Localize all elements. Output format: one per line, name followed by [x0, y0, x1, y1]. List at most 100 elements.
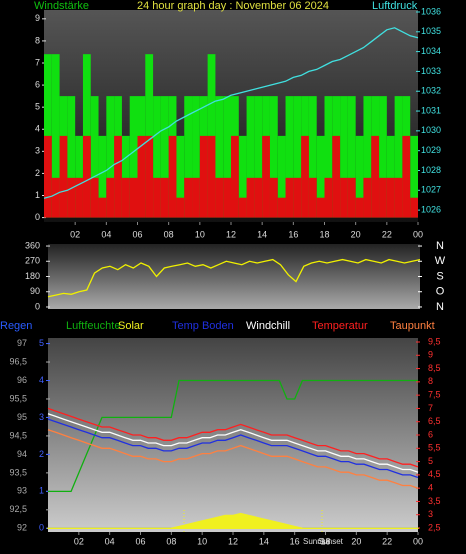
wind-bar — [254, 96, 263, 218]
legend-entry: Luftfeuchte — [66, 320, 120, 332]
x-tick-label: 18 — [320, 536, 330, 546]
wind-bar — [75, 135, 83, 218]
wind-bar — [184, 177, 193, 218]
wind-bar — [67, 177, 76, 218]
y2-tick-label: 7,5 — [428, 390, 441, 400]
y2-tick-label: 1036 — [421, 6, 441, 16]
wind-bar — [324, 177, 333, 218]
x-tick-label: 14 — [259, 536, 269, 546]
y3-tick-label: 4 — [39, 375, 44, 385]
wind-bar — [285, 96, 294, 218]
x-tick-label: 14 — [257, 229, 267, 239]
y-tick-label: 95,5 — [9, 393, 27, 403]
y-tick-label: 7 — [35, 57, 40, 67]
y2-tick-label: 1033 — [421, 66, 441, 76]
y2-tick-label: 8 — [428, 376, 433, 386]
y2-tick-label: 1034 — [421, 46, 441, 56]
wind-bar — [316, 197, 325, 218]
wind-bar — [386, 177, 395, 218]
y-tick-label: 0 — [35, 301, 40, 311]
wind-bar — [371, 135, 380, 218]
y-tick-label: 5 — [35, 102, 40, 112]
wind-bar — [75, 177, 83, 218]
y2-tick-label: N — [436, 301, 444, 313]
x-tick-label: 10 — [195, 229, 205, 239]
x-tick-label: 02 — [70, 229, 80, 239]
wind-bar — [332, 135, 341, 218]
x-tick-label: 08 — [166, 536, 176, 546]
wind-bar — [269, 177, 278, 218]
y2-tick-label: 4,5 — [428, 469, 441, 479]
wind-bar — [82, 135, 91, 218]
y-tick-label: 8 — [35, 35, 40, 45]
y-tick-label: 94,5 — [9, 430, 27, 440]
x-tick-label: 16 — [290, 536, 300, 546]
wind-bar — [223, 177, 231, 218]
y3-tick-label: 1 — [39, 486, 44, 496]
y2-tick-label: 7 — [428, 403, 433, 413]
wind-bar — [98, 135, 107, 218]
x-tick-label: 04 — [101, 229, 111, 239]
series-line — [47, 429, 419, 489]
wind-bar — [254, 177, 263, 218]
y2-tick-label: 1027 — [421, 185, 441, 195]
wind-bar — [106, 96, 115, 218]
y-tick-label: 0 — [35, 212, 40, 222]
y2-tick-label: 5 — [428, 456, 433, 466]
legend-entry: Solar — [118, 320, 144, 332]
x-tick-label: 12 — [226, 229, 236, 239]
wind-bar — [129, 96, 138, 218]
wind-bar — [410, 135, 418, 218]
x-tick-label: 12 — [228, 536, 238, 546]
wind-bar — [207, 135, 216, 218]
y-tick-label: 95 — [17, 412, 27, 422]
wind-bar — [44, 135, 52, 218]
wind-bar — [355, 135, 364, 218]
y2-tick-label: 3 — [428, 509, 433, 519]
y2-tick-label: N — [436, 240, 444, 252]
wind-bar — [51, 54, 60, 218]
wind-bar — [176, 197, 185, 218]
y2-tick-label: 1031 — [421, 105, 441, 115]
x-tick-label: 20 — [351, 229, 361, 239]
y2-tick-label: 1032 — [421, 86, 441, 96]
wind-bar — [137, 135, 146, 218]
y2-tick-label: 1030 — [421, 125, 441, 135]
y-tick-label: 9 — [35, 13, 40, 23]
y3-tick-label: 5 — [39, 338, 44, 348]
wind-bar — [340, 177, 348, 218]
x-tick-label: 20 — [351, 536, 361, 546]
wind-bar — [231, 135, 239, 218]
legend-entry: Temperatur — [312, 320, 368, 332]
wind-bar — [347, 96, 356, 218]
wind-bar — [301, 135, 309, 218]
wind-bar — [145, 135, 154, 218]
x-tick-label: 10 — [197, 536, 207, 546]
wind-bar — [277, 135, 286, 218]
wind-bar — [269, 96, 278, 218]
y2-tick-label: 1028 — [421, 165, 441, 175]
y3-tick-label: 0 — [39, 523, 44, 533]
wind-bar — [192, 96, 200, 218]
y2-tick-label: 4 — [428, 483, 433, 493]
wind-bar — [192, 177, 200, 218]
y-tick-label: 93 — [17, 486, 27, 496]
wind-bar — [114, 135, 122, 218]
y-tick-label: 180 — [25, 271, 40, 281]
wind-bar — [340, 96, 348, 218]
wind-bar — [215, 96, 224, 218]
y2-tick-label: 1035 — [421, 26, 441, 36]
wind-bar — [277, 197, 286, 218]
y-tick-label: 93,5 — [9, 467, 27, 477]
series-line — [47, 407, 419, 468]
legend-entry: Windchill — [246, 320, 290, 332]
y-tick-label: 96 — [17, 375, 27, 385]
wind-bar — [285, 177, 294, 218]
y3-tick-label: 3 — [39, 412, 44, 422]
y-tick-label: 4 — [35, 124, 40, 134]
wind-bar — [402, 135, 411, 218]
y-axis-label: Windstärke — [34, 0, 89, 12]
wind-bar — [90, 177, 99, 218]
y-tick-label: 360 — [25, 240, 40, 250]
